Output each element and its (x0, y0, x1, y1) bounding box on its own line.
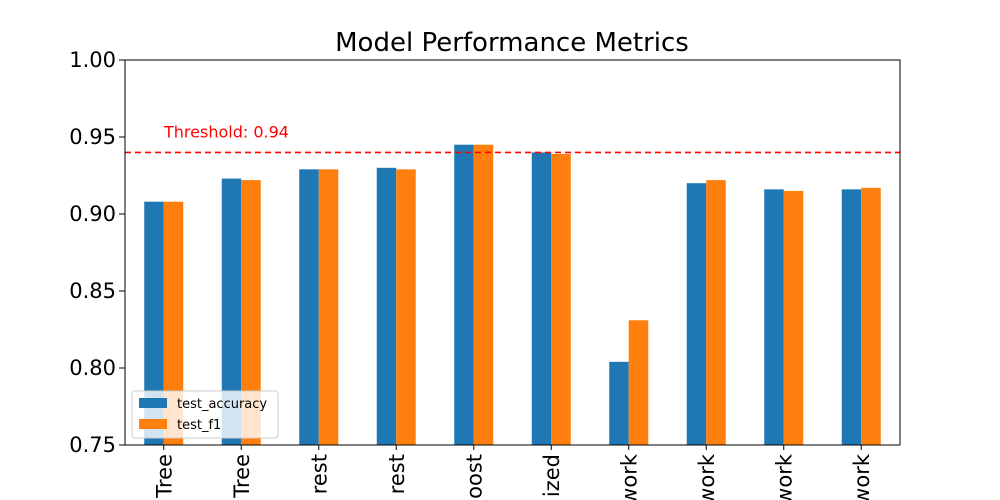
bar-test-f1 (783, 190, 804, 445)
bar-test-accuracy (609, 361, 629, 445)
x-tick-label: rest (307, 454, 331, 494)
x-tick-label: rest (385, 454, 409, 494)
legend-swatch (139, 419, 167, 429)
chart-title: Model Performance Metrics (335, 28, 689, 58)
bar-test-accuracy (376, 167, 397, 446)
threshold-label: Threshold: 0.94 (163, 122, 289, 141)
threshold-group: Threshold: 0.94 (125, 122, 900, 154)
plot-frame (124, 59, 901, 446)
bar-test-f1 (551, 153, 571, 445)
bar-test-f1 (628, 320, 649, 445)
x-tick-label: Tree (152, 454, 176, 499)
bar-test-f1 (241, 180, 261, 445)
y-tick-label: 1.00 (69, 48, 116, 72)
y-tick-label: 0.75 (69, 433, 116, 457)
y-tick-label: 0.80 (69, 356, 116, 380)
legend-box (131, 390, 279, 439)
x-tick-label: work (695, 453, 719, 500)
bar-test-accuracy (841, 189, 862, 445)
bar-test-accuracy (686, 183, 707, 445)
bar-test-accuracy (764, 189, 784, 445)
x-tick-label: work (850, 453, 874, 500)
x-tick-label: ized (540, 454, 564, 497)
x-tick-label: Tree (230, 454, 254, 499)
x-tick-label: work (617, 453, 641, 500)
y-tick-label: 0.90 (69, 202, 116, 226)
bar-test-accuracy (454, 144, 474, 445)
bar-test-f1 (861, 187, 881, 445)
y-tick-label: 0.85 (69, 279, 116, 303)
bar-test-f1 (706, 180, 726, 445)
legend-label: test_f1 (177, 418, 221, 433)
bar-test-accuracy (221, 178, 242, 445)
y-tick-label: 0.95 (69, 125, 116, 149)
bar-test-accuracy (299, 169, 319, 445)
legend-label: test_accuracy (177, 397, 267, 412)
bar-test-accuracy (531, 152, 552, 445)
bar-test-f1 (396, 169, 416, 445)
legend: test_accuracy test_f1 (131, 390, 279, 439)
legend-swatch (139, 398, 167, 408)
bar-test-accuracy (144, 201, 164, 445)
x-tick-label: oost (462, 454, 486, 499)
y-axis: 0.75 0.80 0.85 0.90 0.95 1.00 (69, 48, 125, 457)
x-axis: Tree Tree rest rest oost ized work work work work (152, 445, 874, 500)
bar-test-f1 (163, 201, 184, 445)
bar-test-f1 (473, 144, 494, 445)
bars-group (144, 144, 881, 446)
bar-test-f1 (318, 169, 339, 445)
x-tick-label: work (772, 453, 796, 500)
